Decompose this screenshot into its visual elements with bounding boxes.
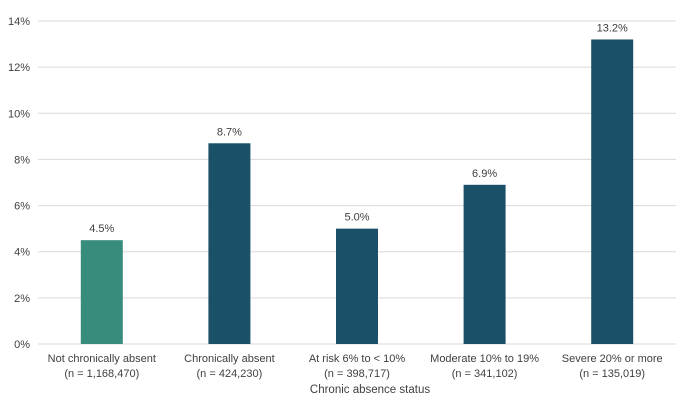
y-tick-label: 8% (14, 154, 30, 166)
data-label: 8.7% (217, 126, 242, 138)
data-labels: 4.5% 8.7% 5.0% 6.9% 13.2% (89, 22, 628, 235)
bar (208, 143, 251, 344)
category-sample-size: (n = 341,102) (452, 368, 518, 380)
category-label: At risk 6% to < 10% (309, 353, 406, 365)
data-label: 13.2% (597, 22, 628, 34)
category-sample-size: (n = 424,230) (197, 368, 263, 380)
y-tick-label: 14% (8, 16, 30, 28)
data-label: 4.5% (89, 223, 114, 235)
bar (336, 228, 378, 344)
data-label: 6.9% (472, 168, 497, 180)
y-tick-label: 6% (14, 201, 30, 213)
x-axis-category-labels: Not chronically absent (n = 1,168,470) Chr… (48, 353, 663, 380)
category-label: Severe 20% or more (562, 353, 663, 365)
category-label: Chronically absent (184, 353, 275, 365)
data-label: 5.0% (344, 212, 369, 224)
category-label: Moderate 10% to 19% (430, 353, 539, 365)
y-tick-label: 2% (14, 293, 30, 305)
y-axis-tick-labels: 0% 2% 4% 6% 8% 10% 12% 14% (8, 16, 30, 351)
x-axis-title: Chronic absence status (310, 384, 430, 396)
bars (80, 39, 634, 344)
y-tick-label: 12% (8, 62, 30, 74)
category-sample-size: (n = 1,168,470) (64, 368, 139, 380)
category-label: Not chronically absent (48, 353, 156, 365)
bar (591, 39, 634, 344)
bar (80, 240, 123, 344)
y-tick-label: 4% (14, 247, 30, 259)
y-tick-label: 0% (14, 339, 30, 351)
y-tick-label: 10% (8, 108, 30, 120)
bar (463, 184, 506, 344)
category-sample-size: (n = 398,717) (324, 368, 390, 380)
category-sample-size: (n = 135,019) (579, 368, 645, 380)
